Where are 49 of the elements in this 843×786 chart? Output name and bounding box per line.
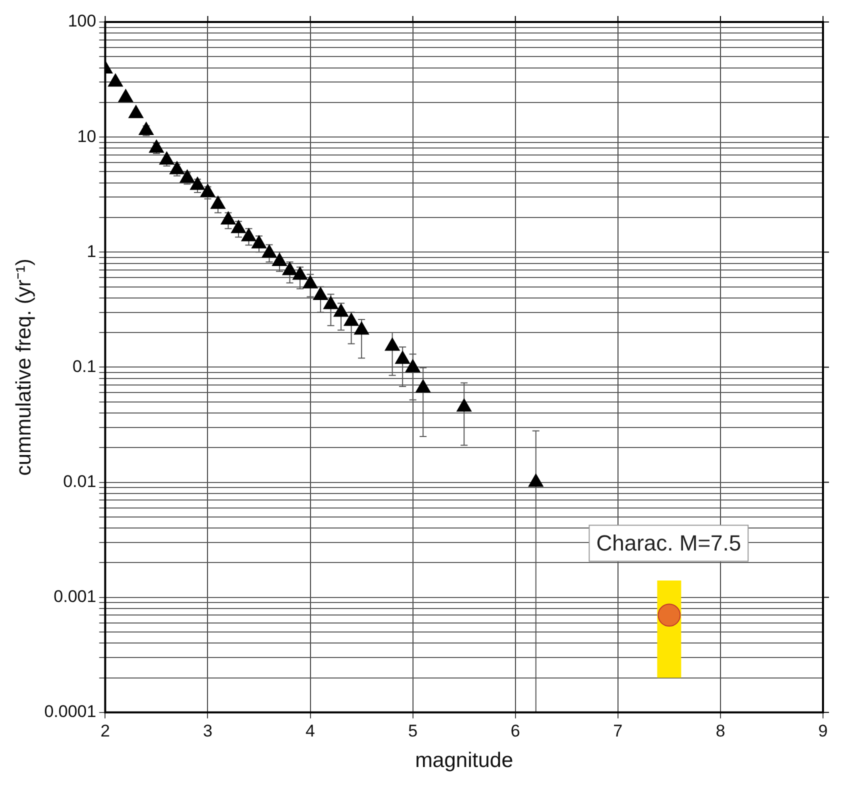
y-tick-label: 10 bbox=[77, 126, 96, 146]
point bbox=[118, 89, 134, 102]
x-tick-label: 4 bbox=[306, 721, 316, 740]
point bbox=[220, 212, 236, 225]
y-tick-label: 0.001 bbox=[54, 587, 96, 606]
point bbox=[282, 262, 298, 276]
point bbox=[384, 338, 400, 351]
point bbox=[272, 252, 287, 266]
point bbox=[456, 398, 472, 412]
y-tick-label: 1 bbox=[86, 242, 96, 261]
x-tick-label: 5 bbox=[408, 721, 418, 740]
y-tick-label: 0.1 bbox=[72, 356, 96, 376]
x-tick-label: 8 bbox=[716, 721, 726, 740]
point bbox=[231, 220, 246, 234]
point bbox=[252, 235, 266, 248]
point bbox=[405, 359, 420, 372]
annotation: Charac. M=7.5 bbox=[596, 530, 742, 556]
point bbox=[138, 122, 154, 136]
point bbox=[180, 170, 195, 183]
x-tick-label: 7 bbox=[613, 721, 623, 740]
x-tick-label: 9 bbox=[818, 721, 828, 740]
point bbox=[149, 140, 164, 153]
point bbox=[302, 275, 318, 288]
point bbox=[395, 350, 410, 364]
y-tick-label: 100 bbox=[68, 12, 96, 31]
point bbox=[416, 379, 431, 392]
point bbox=[200, 184, 216, 197]
point bbox=[292, 266, 308, 280]
point bbox=[159, 152, 174, 165]
point bbox=[334, 304, 348, 317]
point bbox=[210, 196, 226, 209]
point bbox=[262, 244, 277, 258]
point bbox=[190, 176, 205, 190]
point bbox=[128, 105, 144, 118]
x-tick-label: 6 bbox=[510, 721, 520, 740]
point bbox=[323, 296, 338, 310]
point bbox=[313, 286, 328, 300]
x-tick-label: 2 bbox=[100, 721, 110, 740]
y-tick-label: 0.01 bbox=[63, 472, 96, 491]
point bbox=[108, 74, 123, 87]
x-axis-title: magnitude bbox=[415, 749, 514, 772]
point bbox=[354, 322, 369, 335]
point bbox=[344, 312, 359, 326]
x-tick-label: 3 bbox=[203, 721, 212, 740]
y-axis-title: cummulative freq. (yr⁻¹) bbox=[12, 258, 36, 476]
y-tick-label: 0.0001 bbox=[44, 702, 96, 722]
point bbox=[170, 161, 184, 174]
point bbox=[241, 228, 256, 242]
point bbox=[528, 474, 544, 487]
